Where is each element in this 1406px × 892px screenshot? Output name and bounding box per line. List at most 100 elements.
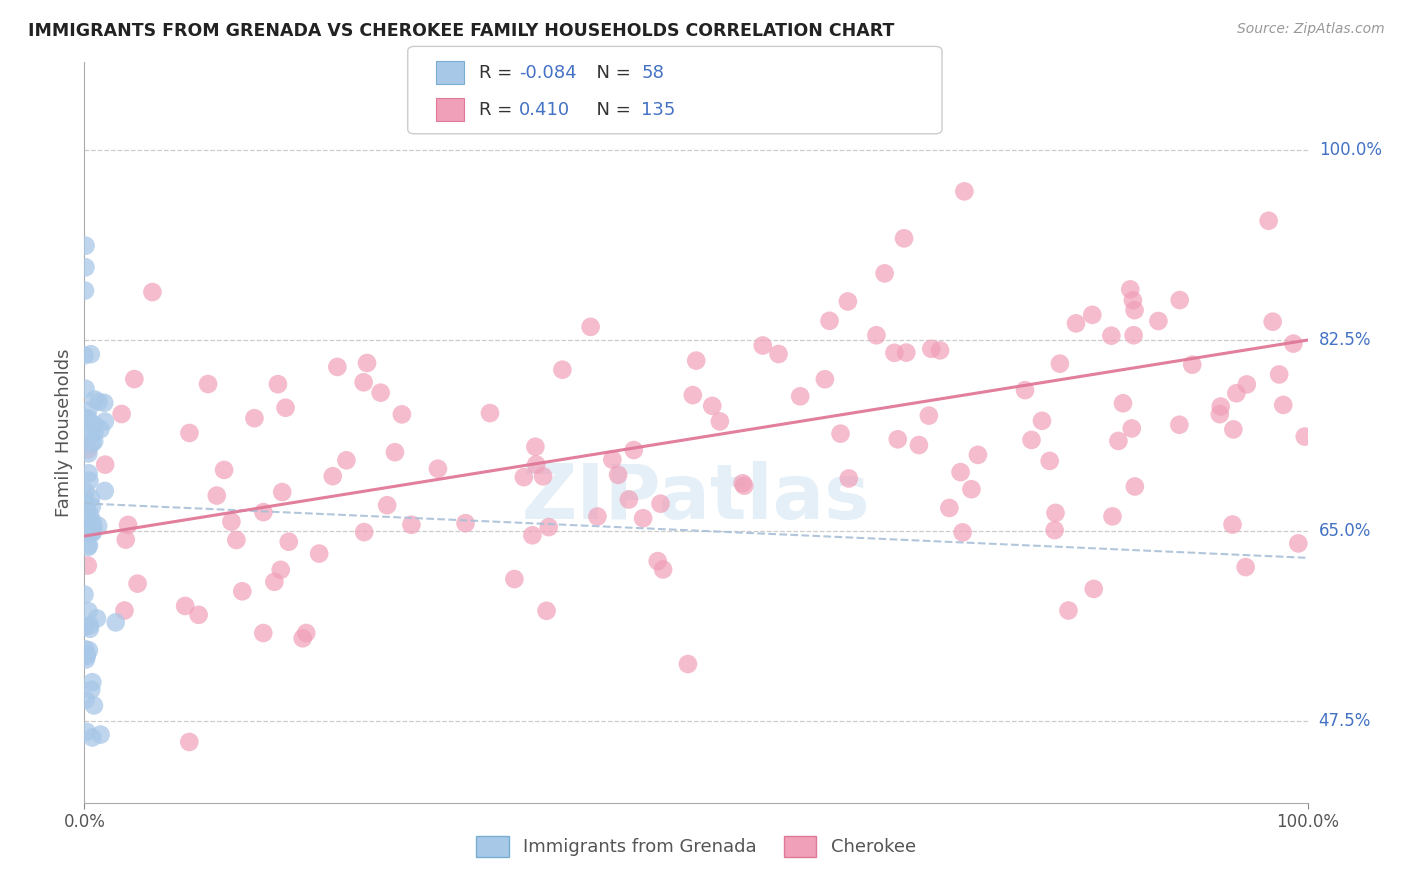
Point <box>1168 417 1191 432</box>
Point <box>513 470 536 484</box>
Point <box>252 626 274 640</box>
Point <box>79 622 101 636</box>
Point <box>77 467 100 481</box>
Text: -0.084: -0.084 <box>519 64 576 82</box>
Point <box>295 626 318 640</box>
Point <box>104 615 127 630</box>
Text: R =: R = <box>479 64 519 82</box>
Point <box>685 353 707 368</box>
Point <box>1112 396 1135 410</box>
Text: N =: N = <box>585 64 637 82</box>
Point <box>830 426 852 441</box>
Point <box>77 538 100 552</box>
Point <box>1064 317 1087 331</box>
Point <box>114 603 136 617</box>
Point <box>631 511 654 525</box>
Point <box>179 425 201 440</box>
Point <box>733 479 755 493</box>
Point <box>617 492 640 507</box>
Text: 82.5%: 82.5% <box>1319 331 1371 349</box>
Point <box>524 440 547 454</box>
Point <box>73 284 96 298</box>
Point <box>524 458 547 472</box>
Point <box>83 434 105 449</box>
Point <box>1081 308 1104 322</box>
Point <box>221 515 243 529</box>
Point <box>536 604 558 618</box>
Point <box>73 492 96 507</box>
Point <box>77 604 100 618</box>
Point <box>478 406 501 420</box>
Point <box>652 562 675 576</box>
Point <box>818 314 841 328</box>
Point <box>1123 479 1146 493</box>
Point <box>1043 523 1066 537</box>
Point <box>75 382 97 396</box>
Point <box>252 505 274 519</box>
Point <box>231 584 253 599</box>
Point <box>837 294 859 309</box>
Point <box>291 632 314 646</box>
Point <box>952 525 974 540</box>
Point <box>1147 314 1170 328</box>
Point <box>94 458 117 472</box>
Point <box>731 476 754 491</box>
Point <box>953 185 976 199</box>
Point <box>94 483 117 498</box>
Point <box>87 394 110 409</box>
Point <box>1049 357 1071 371</box>
Point <box>1119 282 1142 296</box>
Point <box>370 385 392 400</box>
Point <box>602 452 624 467</box>
Text: 135: 135 <box>641 101 675 119</box>
Point <box>623 443 645 458</box>
Legend: Immigrants from Grenada, Cherokee: Immigrants from Grenada, Cherokee <box>468 829 924 864</box>
Point <box>274 401 297 415</box>
Point <box>384 445 406 459</box>
Point <box>1101 509 1123 524</box>
Text: 0.410: 0.410 <box>519 101 569 119</box>
Point <box>768 347 790 361</box>
Text: IMMIGRANTS FROM GRENADA VS CHEROKEE FAMILY HOUSEHOLDS CORRELATION CHART: IMMIGRANTS FROM GRENADA VS CHEROKEE FAMI… <box>28 22 894 40</box>
Point <box>1209 400 1232 414</box>
Point <box>75 484 97 499</box>
Point <box>1123 303 1146 318</box>
Point <box>82 525 104 540</box>
Point <box>197 377 219 392</box>
Point <box>80 521 103 535</box>
Point <box>94 415 117 429</box>
Point <box>267 377 290 392</box>
Point <box>82 515 104 529</box>
Point <box>920 342 942 356</box>
Point <box>76 649 98 664</box>
Point <box>650 497 672 511</box>
Point <box>1282 336 1305 351</box>
Point <box>80 347 103 361</box>
Point <box>77 643 100 657</box>
Point <box>375 498 398 512</box>
Point <box>1014 383 1036 397</box>
Point <box>77 540 100 554</box>
Point <box>702 399 724 413</box>
Text: 47.5%: 47.5% <box>1319 712 1371 731</box>
Point <box>87 518 110 533</box>
Point <box>929 343 952 358</box>
Point <box>263 574 285 589</box>
Point <box>949 465 972 479</box>
Point <box>82 675 104 690</box>
Point <box>789 389 811 403</box>
Point <box>838 471 860 485</box>
Point <box>1083 582 1105 596</box>
Point <box>82 525 104 540</box>
Point <box>111 407 134 421</box>
Point <box>1257 213 1279 227</box>
Point <box>1181 358 1204 372</box>
Point <box>586 509 609 524</box>
Point <box>187 607 209 622</box>
Point <box>93 396 115 410</box>
Point <box>76 724 98 739</box>
Point <box>83 425 105 440</box>
Point <box>82 731 104 745</box>
Point <box>212 463 235 477</box>
Point <box>960 482 983 496</box>
